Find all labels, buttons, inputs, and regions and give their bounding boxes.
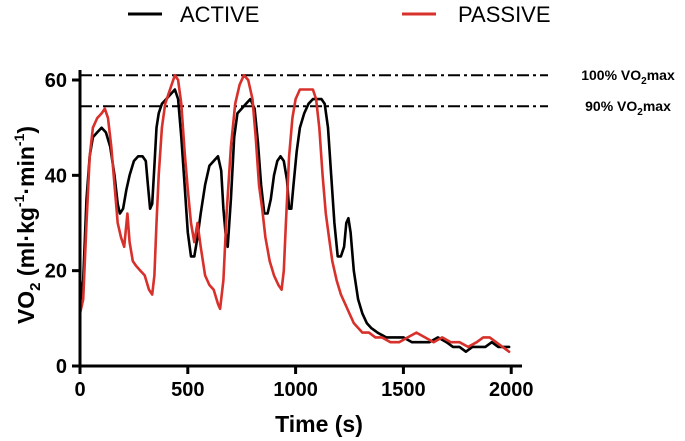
x-tick-label-2000: 2000 — [489, 379, 534, 401]
y-tick-label-40: 40 — [45, 165, 67, 187]
reference-label-1: 90% VO2max — [585, 98, 671, 118]
y-tick-label-0: 0 — [56, 356, 67, 378]
x-tick-label-1500: 1500 — [381, 379, 426, 401]
x-tick-label-0: 0 — [74, 379, 85, 401]
y-axis-title: VO2 (ml·kg-1·min-1) — [11, 126, 44, 324]
y-tick-label-60: 60 — [45, 70, 67, 92]
x-tick-label-1000: 1000 — [273, 379, 318, 401]
legend-label-passive: PASSIVE — [458, 2, 551, 27]
x-tick-label-500: 500 — [171, 379, 204, 401]
y-axis-title-group: VO2 (ml·kg-1·min-1) — [11, 126, 44, 324]
series-line-active — [78, 88, 511, 353]
series-lines — [78, 73, 511, 353]
axes: 0 20 40 60 0 500 1000 1500 2000 — [45, 70, 534, 401]
series-line-passive — [78, 73, 511, 353]
reference-lines: 100% VO2max 90% VO2max — [80, 67, 675, 118]
legend: ACTIVE PASSIVE — [128, 2, 551, 27]
x-axis-title: Time (s) — [275, 411, 363, 437]
legend-label-active: ACTIVE — [180, 2, 259, 27]
reference-label-0: 100% VO2max — [581, 67, 675, 87]
y-tick-label-20: 20 — [45, 261, 67, 283]
